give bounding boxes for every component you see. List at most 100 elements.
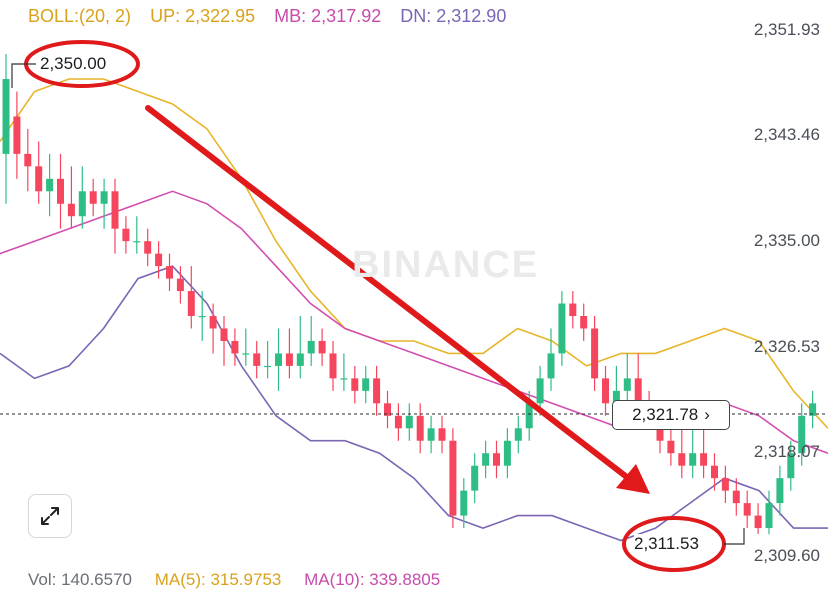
candle (46, 153, 54, 217)
candle (700, 428, 708, 479)
candle (743, 490, 751, 529)
high-price-marker: 2,350.00 (40, 54, 107, 74)
y-axis-label: 2,343.46 (753, 125, 820, 144)
candle (209, 303, 217, 354)
candle (449, 428, 457, 529)
candle (721, 465, 729, 504)
candle (569, 291, 577, 329)
candle (493, 440, 500, 479)
y-axis-label: 2,318.07 (753, 442, 820, 461)
candle (711, 453, 718, 491)
low-price-marker: 2,311.53 (634, 534, 699, 554)
candle (776, 465, 784, 516)
ma5-value: MA(5): 315.9753 (154, 570, 282, 589)
candle (405, 403, 413, 441)
candle (329, 340, 337, 391)
candle (144, 228, 152, 267)
candle (231, 328, 239, 366)
boll-middle-value: MB: 2,317.92 (274, 6, 382, 26)
trend-arrow-head (616, 464, 650, 494)
candle (67, 166, 75, 229)
annotations (11, 40, 745, 572)
expand-button[interactable] (28, 494, 72, 538)
volume-footer: Vol: 140.6570 MA(5): 315.9753 MA(10): 33… (28, 570, 458, 590)
ma10-value: MA(10): 339.8805 (304, 570, 441, 589)
candle (460, 478, 468, 529)
candle (242, 328, 250, 366)
boll-upper-value: UP: 2,322.95 (150, 6, 256, 26)
candle (689, 428, 697, 479)
candle (198, 291, 206, 341)
candle (318, 328, 326, 366)
candle (754, 503, 762, 534)
candle (623, 353, 631, 404)
y-axis-label: 2,351.93 (753, 20, 820, 39)
candle (100, 178, 108, 229)
candle (122, 216, 130, 254)
candle (547, 328, 555, 391)
candle (558, 291, 566, 366)
candle (307, 316, 315, 366)
candle (765, 490, 773, 535)
y-axis-label: 2,309.60 (753, 546, 820, 565)
candle (732, 478, 740, 516)
candle (471, 453, 479, 504)
boll-lower-line (0, 265, 828, 542)
candle (438, 415, 446, 454)
candle (111, 178, 119, 254)
candle (253, 340, 261, 379)
candle (2, 54, 10, 204)
candle (275, 328, 282, 391)
candle (296, 316, 304, 379)
candle (220, 316, 228, 366)
chevron-right-icon: › (704, 405, 710, 424)
candle (351, 365, 359, 404)
current-price-tag[interactable]: 2,321.78 › (612, 400, 730, 430)
current-price-value: 2,321.78 (632, 405, 699, 424)
trend-arrow-line (145, 105, 631, 481)
candle (482, 440, 490, 479)
candles (2, 54, 817, 535)
candle (798, 403, 806, 466)
candle (187, 266, 195, 329)
high-marker-leader (11, 63, 36, 88)
candle (384, 390, 391, 429)
candle (13, 91, 21, 179)
candle (514, 415, 522, 454)
candle (809, 390, 817, 429)
candle (591, 316, 599, 391)
candle (89, 178, 97, 217)
candle (612, 365, 620, 404)
candle (155, 241, 163, 279)
candle (264, 340, 272, 379)
candle (503, 428, 511, 479)
candle (24, 128, 32, 192)
candle (57, 153, 64, 229)
candle (285, 328, 293, 379)
boll-params: BOLL:(20, 2) (28, 6, 132, 26)
candle (667, 428, 675, 466)
candle (373, 365, 381, 416)
indicator-header: BOLL:(20, 2) UP: 2,322.95 MB: 2,317.92 D… (28, 6, 520, 27)
candle (580, 303, 588, 341)
candle (427, 415, 435, 454)
boll-lower-value: DN: 2,312.90 (400, 6, 507, 26)
candle (133, 216, 141, 254)
candle (394, 403, 402, 441)
candle (340, 353, 348, 391)
low-marker-leader (724, 528, 745, 545)
candle (416, 403, 424, 454)
candle (602, 365, 609, 416)
candle (78, 166, 86, 229)
candle (166, 253, 173, 292)
candle (176, 266, 184, 304)
boll-upper-line (0, 78, 828, 429)
candle (35, 141, 43, 204)
candle (787, 440, 795, 491)
expand-arrows-icon (41, 507, 59, 525)
binance-watermark: BINANCE (352, 244, 540, 286)
y-axis-label: 2,335.00 (753, 231, 820, 250)
y-axis-label: 2,326.53 (753, 337, 820, 356)
volume-value: Vol: 140.6570 (28, 570, 132, 589)
